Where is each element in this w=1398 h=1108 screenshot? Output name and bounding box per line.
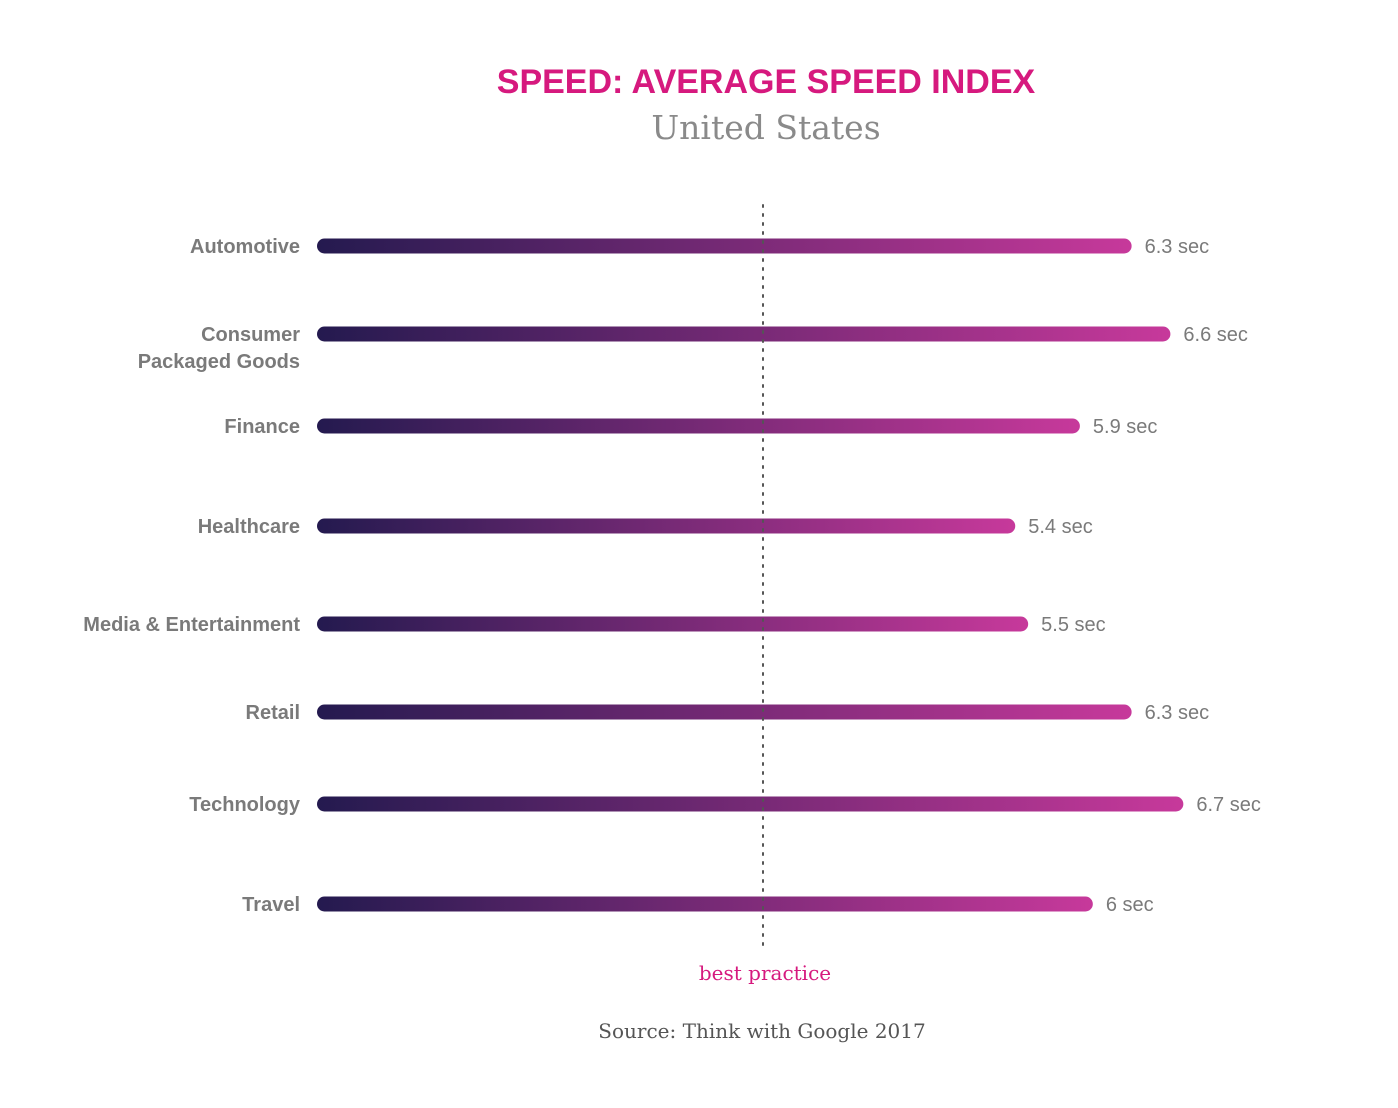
value-label-6: 6.7 sec	[1196, 794, 1260, 816]
chart-subtitle: United States	[651, 108, 880, 147]
bar-3	[317, 518, 1016, 534]
value-label-1: 6.6 sec	[1183, 324, 1247, 346]
category-label-4: Media & Entertainment	[83, 614, 300, 636]
value-label-7: 6 sec	[1106, 894, 1154, 916]
best-practice-label: best practice	[699, 961, 831, 985]
bar-5	[317, 704, 1132, 720]
bar-0	[317, 238, 1132, 254]
category-label-5: Retail	[246, 702, 300, 724]
value-label-4: 5.5 sec	[1041, 614, 1105, 636]
bar-6	[317, 796, 1184, 812]
category-label-2: Finance	[224, 416, 300, 438]
chart-title: SPEED: AVERAGE SPEED INDEX	[497, 63, 1036, 101]
category-label-1: Consumer Packaged Goods	[138, 324, 300, 373]
bar-2	[317, 418, 1080, 434]
value-label-0: 6.3 sec	[1145, 236, 1209, 258]
value-label-3: 5.4 sec	[1028, 516, 1092, 538]
category-label-7: Travel	[242, 894, 300, 916]
category-label-0: Automotive	[190, 236, 300, 258]
bar-1	[317, 326, 1171, 342]
source-note: Source: Think with Google 2017	[598, 1019, 925, 1043]
bar-4	[317, 616, 1029, 632]
bar-group: Automotive 6.3 sec Consumer Packaged Goods 6…	[83, 236, 1261, 916]
value-label-5: 6.3 sec	[1145, 702, 1209, 724]
category-label-6: Technology	[189, 794, 301, 816]
bar-7	[317, 896, 1093, 912]
value-label-2: 5.9 sec	[1093, 416, 1157, 438]
category-label-3: Healthcare	[198, 516, 300, 538]
